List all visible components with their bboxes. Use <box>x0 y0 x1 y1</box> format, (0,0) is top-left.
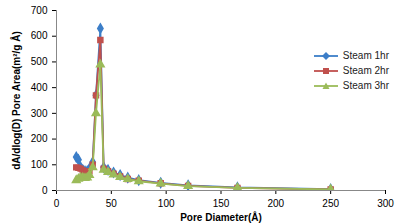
svg-text:600: 600 <box>31 30 48 41</box>
svg-text:500: 500 <box>31 56 48 67</box>
svg-text:150: 150 <box>213 198 230 209</box>
svg-text:dA/dlog(D) Pore Area(m²/g Å): dA/dlog(D) Pore Area(m²/g Å) <box>10 31 22 170</box>
html-text:Steam 3hr: Steam 3hr <box>342 80 389 91</box>
svg-text:100: 100 <box>158 198 175 209</box>
svg-text:700: 700 <box>31 5 48 16</box>
html-text:Steam 1hr: Steam 1hr <box>342 50 389 61</box>
svg-text:50: 50 <box>106 198 118 209</box>
svg-text:400: 400 <box>31 82 48 93</box>
svg-text:200: 200 <box>31 133 48 144</box>
svg-text:0: 0 <box>42 185 48 196</box>
svg-text:Pore Diameter(Å): Pore Diameter(Å) <box>180 211 262 223</box>
svg-text:300: 300 <box>377 198 394 209</box>
svg-text:0: 0 <box>54 198 60 209</box>
svg-text:100: 100 <box>31 159 48 170</box>
svg-text:300: 300 <box>31 108 48 119</box>
svg-text:250: 250 <box>322 198 339 209</box>
svg-text:200: 200 <box>267 198 284 209</box>
html-text:Steam 2hr: Steam 2hr <box>342 65 389 76</box>
